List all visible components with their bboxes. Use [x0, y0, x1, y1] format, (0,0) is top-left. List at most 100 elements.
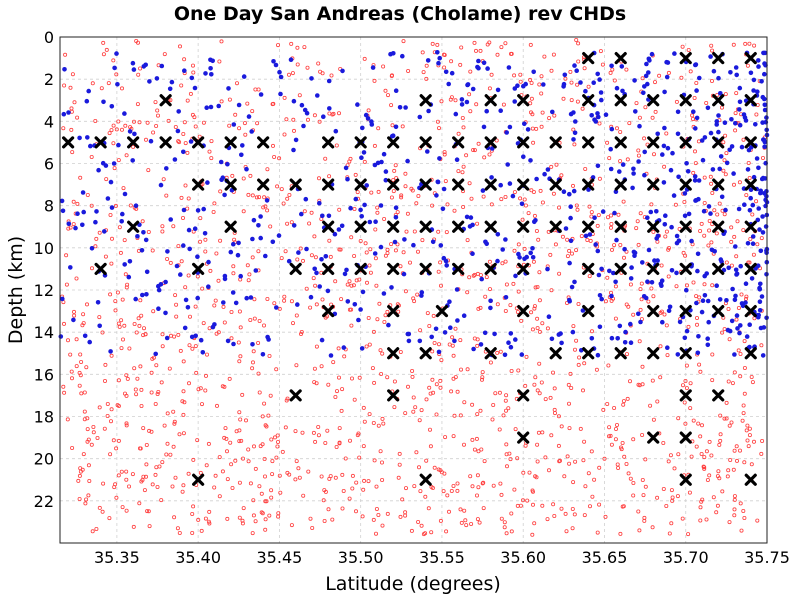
located-event — [695, 268, 700, 274]
background-event — [276, 514, 281, 519]
background-event — [642, 136, 647, 141]
background-event — [366, 479, 371, 484]
background-event — [483, 294, 488, 299]
background-event — [380, 523, 385, 528]
background-event — [508, 457, 513, 462]
background-event — [97, 405, 102, 410]
background-event — [476, 449, 481, 454]
background-event — [612, 405, 617, 410]
background-event — [74, 276, 79, 281]
located-event — [593, 242, 598, 247]
located-event — [116, 142, 121, 148]
background-event — [705, 477, 710, 482]
background-event — [217, 59, 222, 64]
background-event — [196, 517, 201, 522]
background-event — [331, 360, 336, 365]
background-event — [545, 517, 550, 522]
background-event — [206, 519, 211, 524]
located-event — [559, 340, 564, 346]
located-event — [430, 239, 436, 245]
located-event — [682, 191, 688, 196]
located-event — [558, 331, 563, 336]
background-event — [638, 307, 643, 312]
background-event — [304, 286, 309, 291]
background-event — [238, 325, 243, 330]
background-event — [739, 528, 744, 533]
background-event — [467, 181, 472, 186]
background-event — [427, 427, 432, 432]
background-event — [627, 121, 632, 126]
background-event — [621, 399, 626, 404]
background-event — [185, 150, 190, 155]
background-event — [552, 407, 557, 412]
background-event — [77, 473, 82, 478]
located-event — [508, 344, 514, 350]
background-event — [643, 105, 648, 110]
background-event — [458, 507, 463, 512]
located-event — [684, 328, 690, 334]
background-event — [224, 449, 229, 454]
x-marker — [354, 262, 367, 276]
x-marker — [419, 136, 432, 149]
background-event — [114, 495, 119, 500]
located-event — [665, 345, 670, 351]
located-event — [571, 110, 576, 115]
background-event — [605, 275, 610, 280]
background-event — [612, 78, 617, 83]
chart-title: One Day San Andreas (Cholame) rev CHDs — [174, 3, 626, 25]
background-event — [482, 459, 487, 464]
located-event — [516, 251, 521, 257]
background-event — [213, 298, 218, 303]
background-event — [512, 487, 517, 492]
background-event — [664, 131, 669, 136]
background-event — [125, 376, 130, 381]
background-event — [427, 385, 432, 390]
located-event — [258, 235, 264, 241]
background-event — [742, 339, 747, 344]
located-event — [513, 337, 518, 342]
background-event — [683, 378, 688, 383]
background-event — [123, 272, 128, 277]
located-event — [716, 113, 721, 118]
background-event — [82, 390, 87, 395]
located-event — [66, 110, 71, 115]
background-event — [400, 124, 405, 129]
background-event — [491, 483, 496, 488]
located-event — [706, 204, 712, 209]
x-marker — [517, 220, 530, 233]
background-event — [635, 219, 640, 224]
background-event — [729, 420, 734, 425]
background-event — [361, 444, 366, 449]
background-event — [583, 166, 588, 171]
located-event — [760, 94, 766, 100]
background-event — [606, 363, 611, 368]
background-event — [127, 484, 132, 489]
background-event — [255, 121, 260, 126]
located-event — [671, 193, 677, 198]
background-event — [77, 370, 82, 375]
background-event — [61, 384, 66, 389]
background-event — [181, 483, 186, 488]
background-event — [515, 309, 520, 314]
background-event — [562, 474, 567, 479]
background-event — [615, 422, 620, 427]
background-event — [89, 154, 94, 159]
background-event — [290, 71, 295, 76]
background-event — [81, 452, 86, 457]
background-event — [352, 206, 357, 211]
x-tick-label: 35.35 — [94, 548, 140, 567]
background-event — [531, 189, 536, 194]
located-event — [710, 167, 716, 172]
background-event — [698, 518, 703, 523]
background-event — [190, 346, 195, 351]
background-event — [260, 511, 265, 516]
background-event — [376, 126, 381, 131]
located-event — [508, 331, 514, 336]
x-marker — [289, 178, 302, 191]
background-event — [268, 224, 273, 229]
background-event — [527, 470, 532, 475]
located-event — [339, 223, 345, 229]
background-event — [227, 376, 232, 381]
background-event — [458, 367, 463, 372]
located-event — [644, 61, 649, 67]
